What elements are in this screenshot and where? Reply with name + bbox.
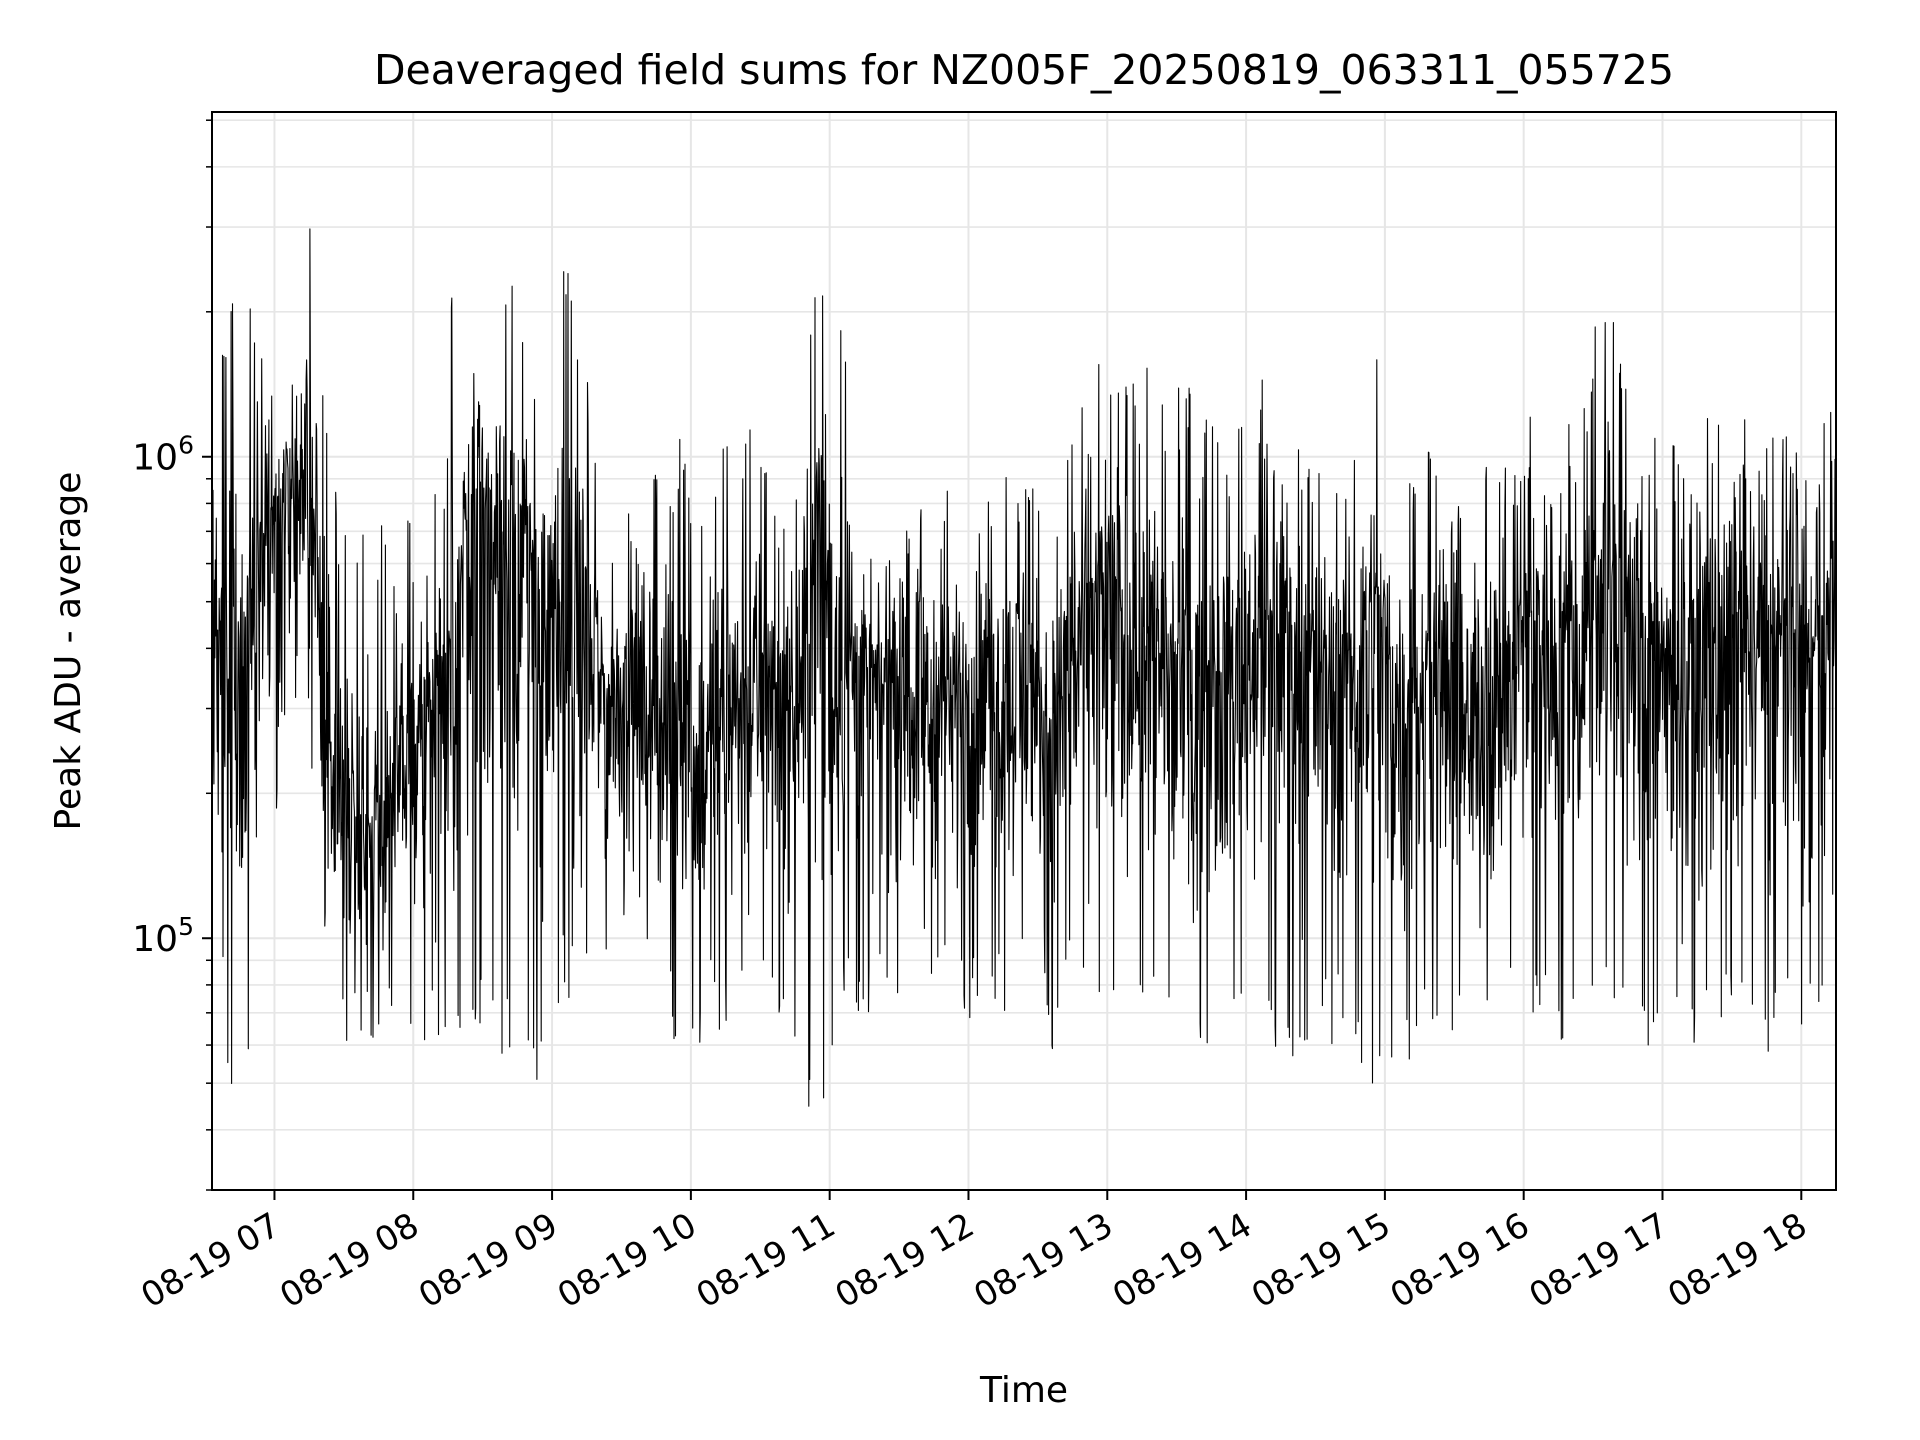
y-tick-label: 105 <box>132 912 194 960</box>
x-axis-label: Time <box>979 1370 1068 1411</box>
plot-frame <box>211 111 1837 1191</box>
y-tick-label: 106 <box>132 431 194 479</box>
y-tick-base: 10 <box>132 438 178 479</box>
y-tick-exponent: 6 <box>178 431 194 460</box>
plot-area <box>212 228 1836 1107</box>
y-tick-base: 10 <box>132 919 178 960</box>
y-axis-label: Peak ADU - average <box>48 472 89 831</box>
series-line <box>212 228 1836 1107</box>
chart-title: Deaveraged field sums for NZ005F_2025081… <box>374 46 1674 94</box>
series-layer <box>212 228 1836 1107</box>
y-tick-exponent: 5 <box>178 912 194 941</box>
